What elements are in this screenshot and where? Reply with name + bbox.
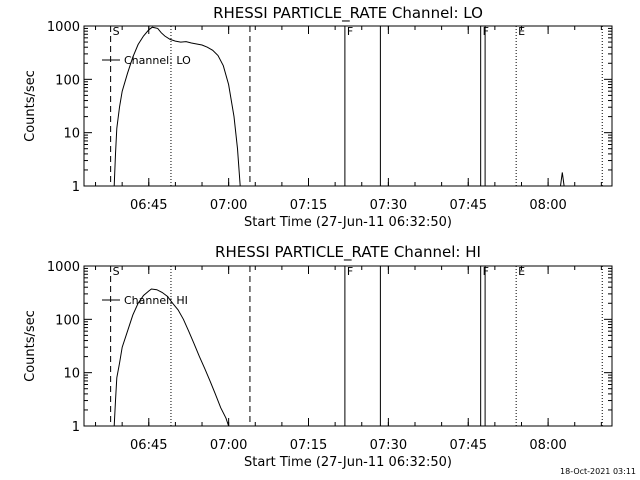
y-tick-label: 1: [72, 420, 80, 435]
x-tick-label: 07:00: [210, 198, 247, 213]
legend-label: Channel: HI: [124, 294, 188, 307]
y-tick-label: 10: [63, 127, 80, 142]
y-tick-label: 100: [55, 313, 80, 328]
x-tick-label: 07:30: [370, 438, 407, 453]
x-axis-label: Start Time (27-Jun-11 06:32:50): [244, 215, 452, 230]
legend-label: Channel: LO: [124, 54, 191, 67]
x-tick-label: 07:15: [290, 198, 327, 213]
x-tick-label: 06:45: [130, 438, 167, 453]
footer-timestamp: 18-Oct-2021 03:11: [560, 467, 636, 476]
x-tick-label: 08:00: [529, 438, 566, 453]
event-marker-label: S: [113, 25, 120, 38]
series-line-1: [560, 172, 565, 187]
series-line-0: [113, 288, 230, 427]
x-tick-label: 07:30: [370, 198, 407, 213]
y-axis-label: Counts/sec: [23, 310, 38, 382]
y-tick-label: 1000: [47, 260, 80, 275]
event-marker-label: E: [518, 25, 525, 38]
event-marker-label: F: [347, 265, 353, 278]
y-tick-label: 1: [72, 180, 80, 195]
x-tick-label: 07:15: [290, 438, 327, 453]
chart-title: RHESSI PARTICLE_RATE Channel: LO: [213, 4, 483, 23]
x-axis-label: Start Time (27-Jun-11 06:32:50): [244, 455, 452, 470]
plot-frame: [83, 265, 613, 427]
x-tick-label: 07:45: [450, 438, 487, 453]
x-tick-label: 07:45: [450, 198, 487, 213]
event-marker-label: F: [347, 25, 353, 38]
x-tick-label: 07:00: [210, 438, 247, 453]
x-tick-label: 06:45: [130, 198, 167, 213]
chart-panel-lo: RHESSI PARTICLE_RATE Channel: LO 1 10 100 10…: [23, 4, 613, 230]
x-tick-label: 08:00: [529, 198, 566, 213]
plot-frame: [83, 25, 613, 187]
event-marker-label: F: [483, 265, 489, 278]
event-marker-label: E: [518, 265, 525, 278]
y-axis-label: Counts/sec: [23, 70, 38, 142]
y-tick-label: 10: [63, 367, 80, 382]
chart-panel-hi: RHESSI PARTICLE_RATE Channel: HI 1 10 100 10…: [23, 243, 613, 470]
series-line-0: [113, 26, 241, 187]
y-tick-label: 100: [55, 73, 80, 88]
chart-title: RHESSI PARTICLE_RATE Channel: HI: [215, 243, 481, 262]
event-marker-label: S: [113, 265, 120, 278]
y-tick-label: 1000: [47, 20, 80, 35]
event-marker-label: F: [483, 25, 489, 38]
